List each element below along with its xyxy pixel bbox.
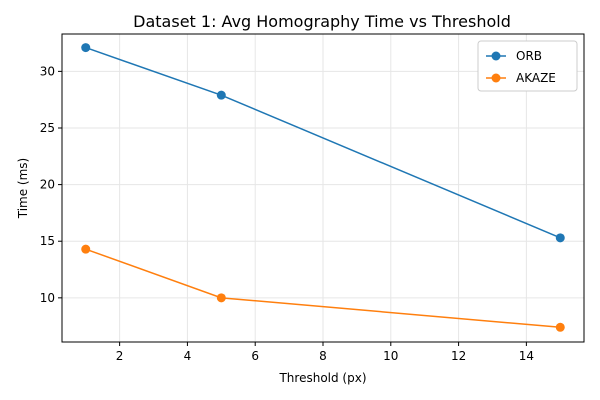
orb-data-point (81, 43, 91, 53)
orb-data-point (555, 233, 565, 243)
x-tick-label: 12 (451, 349, 466, 363)
x-tick-label: 8 (319, 349, 327, 363)
orb-data-point (216, 90, 226, 100)
chart-title: Dataset 1: Avg Homography Time vs Thresh… (133, 12, 511, 31)
orb-legend-marker (491, 51, 501, 61)
legend: ORB AKAZE (477, 40, 578, 92)
y-axis: 10 15 20 25 30 (40, 64, 62, 305)
y-tick-label: 10 (40, 291, 55, 305)
x-tick-label: 6 (251, 349, 259, 363)
x-tick-label: 2 (116, 349, 124, 363)
y-axis-label: Time (ms) (16, 158, 30, 220)
x-tick-label: 4 (184, 349, 192, 363)
y-tick-label: 30 (40, 64, 55, 78)
y-tick-label: 25 (40, 121, 55, 135)
orb-legend-label: ORB (516, 49, 542, 63)
akaze-legend-label: AKAZE (516, 71, 556, 85)
grid (62, 34, 584, 342)
y-tick-label: 15 (40, 234, 55, 248)
akaze-data-point (555, 322, 565, 332)
x-tick-label: 10 (383, 349, 398, 363)
series-layer (81, 43, 565, 332)
akaze-data-point (81, 244, 91, 254)
x-axis-label: Threshold (px) (278, 371, 366, 385)
y-tick-label: 20 (40, 178, 55, 192)
akaze-data-point (216, 293, 226, 303)
x-axis: 2 4 6 8 10 12 14 (116, 342, 534, 363)
x-tick-label: 14 (519, 349, 534, 363)
akaze-legend-marker (491, 73, 501, 83)
